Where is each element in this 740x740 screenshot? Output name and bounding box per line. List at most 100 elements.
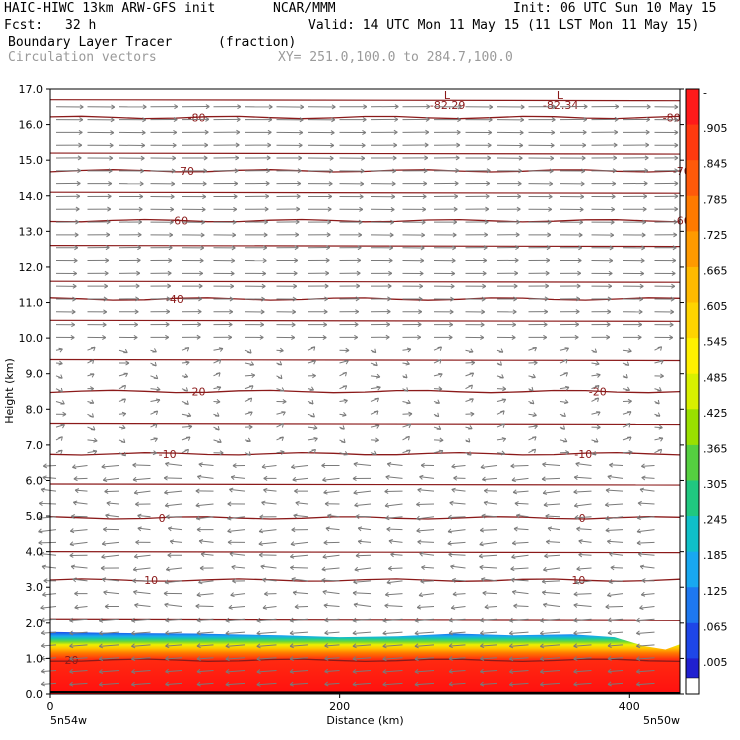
vector-head (382, 684, 387, 687)
vector-shaft (198, 463, 214, 467)
vector-head (321, 465, 326, 469)
y-tick-label: 14.0 (19, 190, 44, 203)
vector-head (542, 590, 547, 593)
vector-head (414, 645, 419, 649)
vector-head (416, 530, 421, 533)
vector-shaft (605, 605, 624, 608)
vector-head (256, 656, 261, 660)
vector-shaft (131, 670, 151, 673)
vector-head (109, 142, 114, 146)
vector-head (447, 528, 452, 533)
vector-head (448, 336, 453, 340)
vector-head (583, 104, 588, 107)
vector-head (594, 348, 598, 353)
vector-head (69, 544, 74, 547)
vector-shaft (69, 631, 88, 634)
vector-head (247, 351, 252, 354)
vector-shaft (636, 541, 655, 544)
y-tick-label: 15.0 (19, 154, 44, 167)
vector-head (606, 334, 611, 338)
vector-shaft (260, 565, 277, 569)
vector-head (362, 129, 367, 133)
vector-head (517, 195, 522, 199)
vector-head (543, 569, 548, 572)
vector-head (448, 645, 453, 649)
vector-shaft (321, 567, 340, 571)
vector-head (294, 257, 299, 261)
vector-shaft (324, 682, 340, 685)
vector-head (516, 514, 520, 519)
vector-head (197, 321, 202, 325)
vector-shaft (484, 605, 498, 608)
vector-head (510, 465, 515, 469)
vector-head (424, 142, 429, 146)
vector-head (99, 684, 104, 687)
vector-head (382, 617, 387, 622)
vector-shaft (636, 644, 655, 647)
vector-shaft (256, 657, 277, 660)
vector-head (422, 196, 427, 199)
vector-head (124, 385, 126, 390)
vector-head (387, 283, 392, 287)
vector-head (480, 630, 484, 634)
vector-head (41, 564, 47, 567)
vector-head (545, 285, 550, 289)
vector-head (134, 492, 139, 495)
vector-head (448, 620, 453, 623)
vector-head (607, 630, 612, 634)
vector-head (292, 298, 297, 302)
vector-shaft (544, 554, 561, 557)
vector-head (203, 168, 208, 172)
vector-head (486, 183, 491, 187)
vector-shaft (290, 657, 309, 660)
vector-head (324, 619, 329, 623)
vector-head (609, 260, 614, 264)
vector-head (247, 437, 251, 442)
vector-head (414, 630, 419, 634)
vector-head (201, 219, 206, 223)
vector-head (122, 424, 126, 429)
vector-head (101, 463, 106, 468)
vector-head (70, 564, 76, 567)
vector-head (231, 564, 236, 568)
vector-head (199, 567, 204, 571)
vector-head (578, 539, 583, 542)
vector-head (611, 194, 616, 198)
vector-head (167, 270, 172, 274)
vector-head (196, 620, 201, 623)
vector-head (565, 359, 568, 364)
vector-head (511, 591, 516, 595)
vector-head (291, 578, 295, 583)
vector-head (172, 142, 177, 146)
vector-head (671, 270, 676, 274)
vector-head (196, 658, 201, 661)
vector-head (386, 526, 391, 530)
vector-shaft (291, 578, 309, 582)
vector-head (225, 643, 230, 647)
vector-head (595, 363, 600, 366)
vector-head (62, 424, 65, 429)
vector-head (218, 386, 222, 391)
vector-shaft (540, 644, 561, 647)
vector-shaft (256, 670, 277, 673)
vector-head (484, 606, 489, 610)
vector-head (279, 350, 284, 353)
vector-head (40, 645, 46, 648)
vector-head (131, 658, 136, 662)
vector-head (671, 273, 676, 276)
vector-head (227, 501, 232, 505)
vector-head (40, 668, 45, 673)
vector-head (131, 681, 135, 686)
vector-head (256, 684, 261, 687)
vector-head (60, 374, 63, 379)
vector-head (322, 591, 327, 595)
vector-head (195, 505, 200, 508)
vector-head (357, 527, 362, 532)
vector-head (547, 234, 552, 238)
vector-head (187, 436, 191, 441)
vector-head (264, 219, 269, 223)
vector-head (263, 245, 268, 249)
vector-head (502, 423, 505, 428)
vector-head (452, 593, 457, 597)
vector-head (388, 568, 393, 571)
